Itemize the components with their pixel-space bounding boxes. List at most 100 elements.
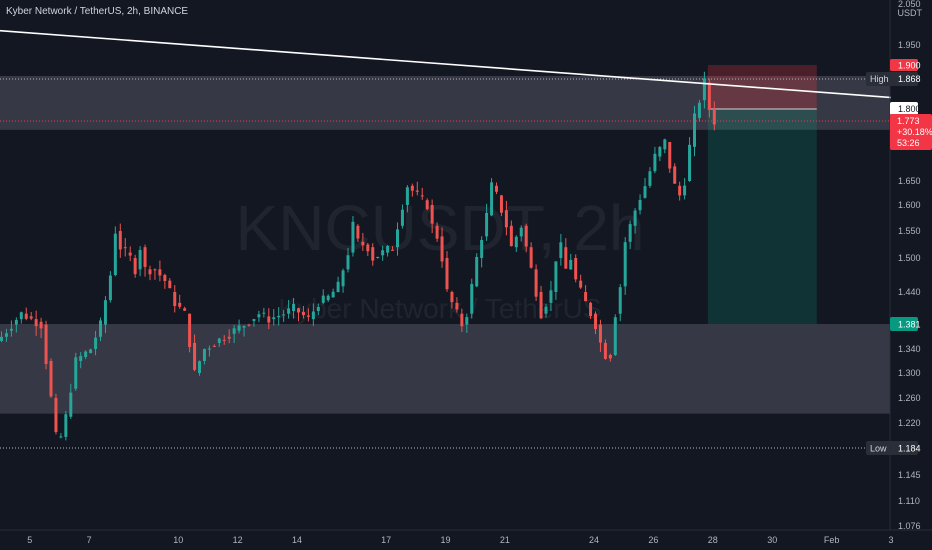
candle-body: [158, 269, 162, 276]
candle-body: [133, 258, 137, 275]
candle-body: [183, 308, 187, 311]
candle-body: [163, 275, 167, 281]
candle: [440, 227, 444, 268]
candle-body: [643, 186, 647, 198]
candle-body: [49, 361, 53, 397]
candle: [351, 215, 355, 257]
candle: [554, 261, 558, 300]
currency-label: USDT: [897, 8, 923, 18]
candle-body: [227, 336, 231, 339]
candle: [594, 311, 597, 335]
candle: [529, 242, 533, 269]
candle: [89, 348, 93, 354]
trendline[interactable]: [0, 29, 892, 99]
candle: [648, 167, 652, 188]
candle: [514, 235, 518, 252]
bar-countdown: 53:26: [897, 138, 920, 148]
candle-body: [470, 283, 474, 314]
candle-body: [277, 315, 281, 318]
candle-body: [207, 348, 211, 350]
candle: [584, 285, 588, 302]
candle-body: [514, 236, 518, 248]
take-profit-zone: [707, 109, 817, 324]
candle-body: [544, 306, 548, 314]
time-tick-label: Feb: [824, 535, 840, 545]
support-tag-label: 1.381: [898, 320, 921, 330]
candle-body: [361, 241, 365, 246]
candle: [133, 254, 137, 278]
candle: [44, 320, 48, 370]
candle-body: [153, 269, 157, 271]
candle: [173, 285, 177, 313]
candle: [465, 313, 469, 333]
candle: [198, 360, 201, 376]
high-tag-label: High: [870, 74, 889, 84]
stop-tag-label: 1.900: [898, 61, 921, 71]
low-tag: [866, 441, 918, 455]
support-tag: [890, 317, 918, 331]
zones-layer: [0, 65, 890, 414]
candle-body: [103, 300, 107, 325]
price-tick-label: 1.650: [898, 176, 921, 186]
price-tick-label: 1.440: [898, 287, 921, 297]
candle: [49, 358, 53, 398]
candle-body: [564, 247, 568, 269]
candle-body: [440, 236, 444, 262]
candle: [262, 307, 266, 318]
candle: [168, 278, 172, 289]
candle-body: [579, 280, 583, 288]
candle-body: [198, 361, 201, 373]
candle-body: [336, 281, 340, 292]
candle: [311, 303, 315, 326]
candle: [24, 307, 28, 321]
time-tick-label: 19: [440, 535, 450, 545]
candle: [702, 71, 706, 109]
candle: [84, 350, 88, 360]
high-tag-value: 1.868: [898, 74, 921, 84]
candle: [712, 101, 716, 131]
price-tags: 1.900 High 1.868 1.800 1.773 +30.18% 53:…: [866, 59, 932, 455]
candle-body: [321, 295, 325, 303]
candle-body: [272, 317, 276, 320]
candle: [386, 244, 390, 257]
candle-body: [376, 256, 380, 258]
candle: [361, 232, 365, 251]
candle: [519, 225, 523, 242]
price-axis[interactable]: 2.050 1.950 1.650 1.600 1.550 1.500 1.440 1.340…: [898, 0, 921, 531]
candle-body: [391, 249, 395, 251]
candle-body: [504, 210, 508, 228]
candle-body: [598, 324, 602, 343]
support-zone: [0, 324, 890, 414]
candle: [54, 393, 58, 435]
candle-body: [425, 200, 429, 210]
candle-body: [499, 195, 503, 213]
candle-body: [465, 317, 469, 325]
candle-body: [539, 292, 543, 319]
candle-body: [54, 398, 58, 433]
candle: [381, 245, 385, 261]
candle: [405, 185, 409, 213]
candle-body: [202, 349, 206, 361]
candle-body: [212, 345, 216, 347]
candle: [608, 353, 612, 362]
candle: [316, 303, 320, 316]
candle: [227, 329, 231, 344]
candle-body: [84, 351, 88, 357]
candle: [693, 105, 696, 157]
candle-body: [74, 357, 78, 389]
candle: [633, 208, 637, 234]
candle-body: [495, 185, 498, 192]
candle: [9, 320, 13, 337]
candle: [282, 309, 286, 322]
candle: [589, 301, 593, 319]
candle-body: [173, 292, 177, 307]
candle-body: [688, 144, 692, 181]
candle-body: [366, 244, 370, 252]
price-tick-label: 1.340: [898, 344, 921, 354]
candle: [346, 247, 350, 273]
candle-body: [702, 78, 706, 101]
candle: [277, 307, 281, 326]
candle-body: [301, 311, 305, 316]
time-axis[interactable]: 5 7 10 12 14 17 19 21 24 26 28 30 Feb 3: [27, 535, 893, 545]
